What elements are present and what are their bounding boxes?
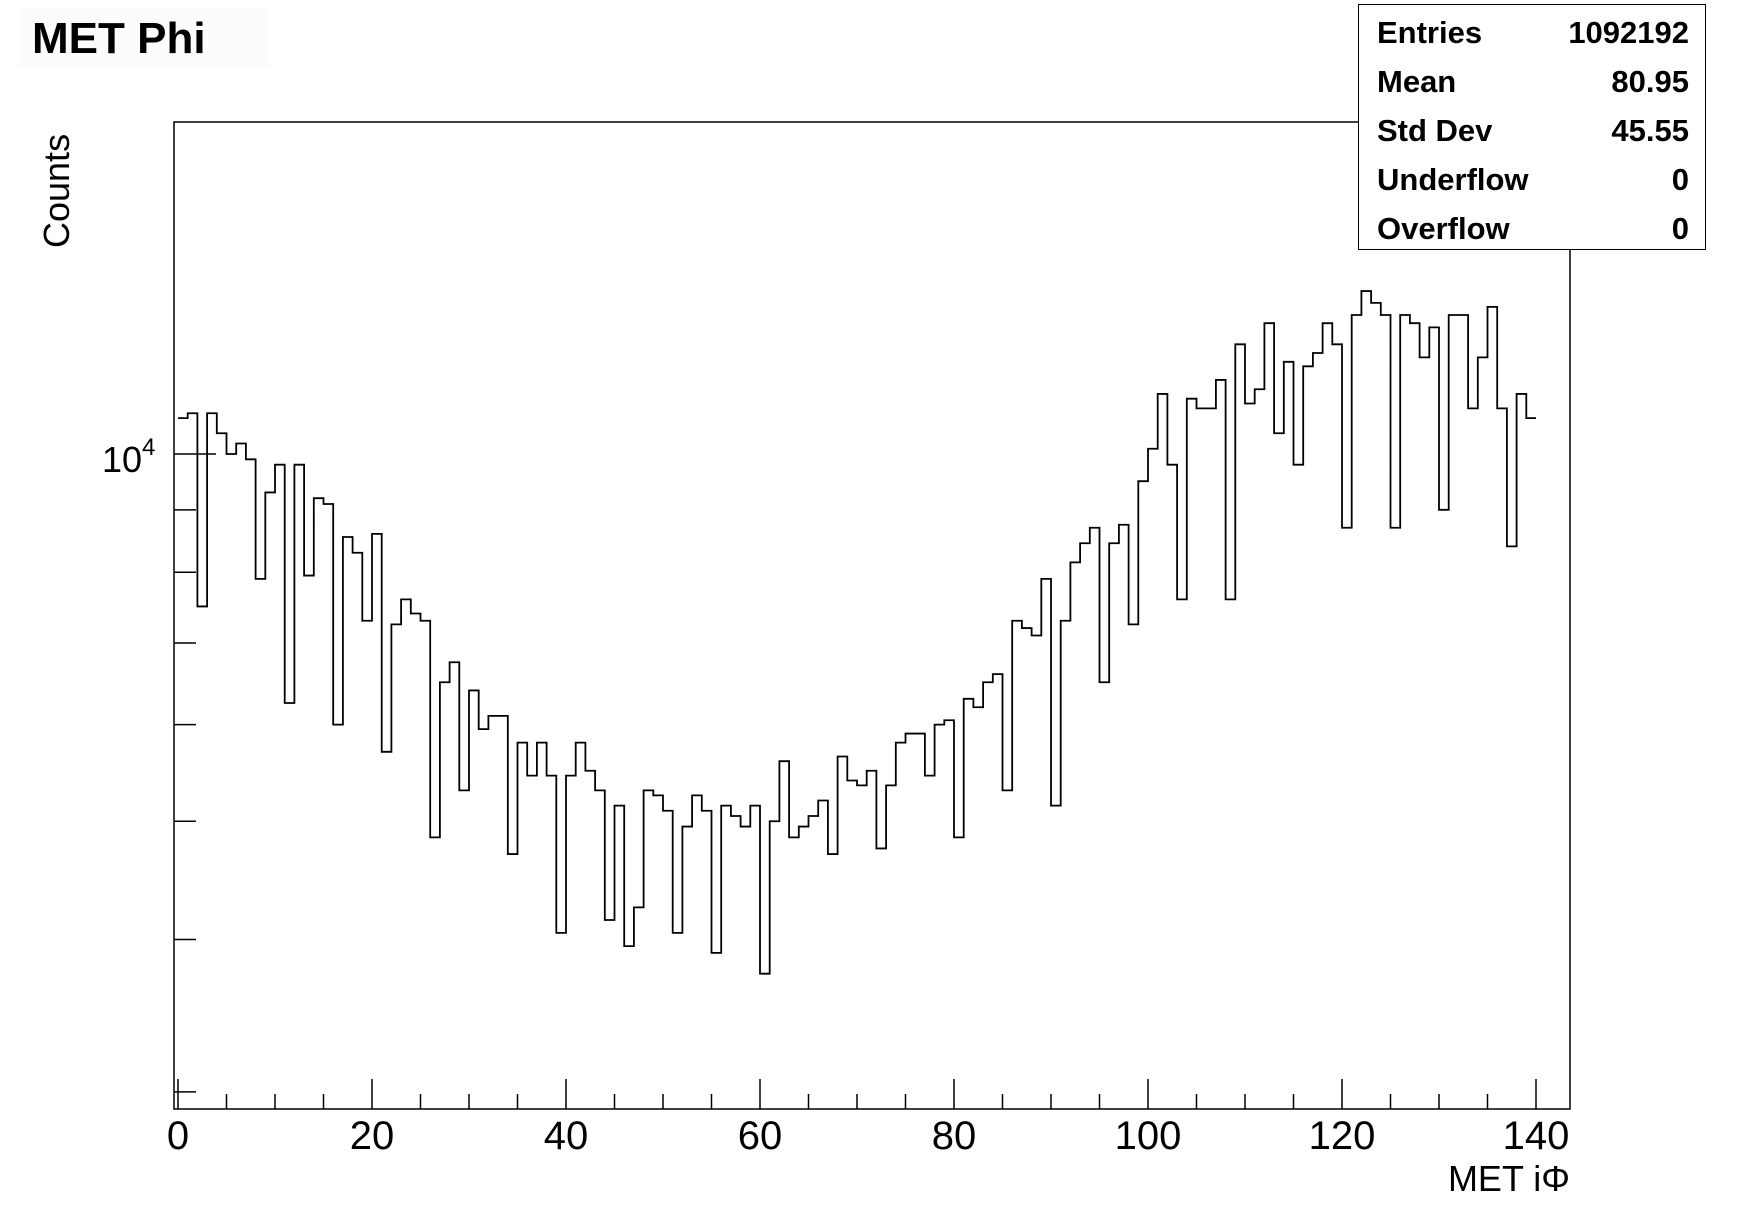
stats-label: Std Dev [1377,113,1493,148]
x-tick-label: 80 [931,1114,977,1158]
y-tick-base: 10 [102,439,143,480]
title-box [18,8,270,68]
chart-title: MET Phi [32,14,206,63]
stats-label: Overflow [1377,211,1510,246]
stats-row-underflow: Underflow 0 [1377,162,1689,202]
y-axis-title: Counts [36,133,77,248]
stats-value: 45.55 [1611,113,1689,148]
stats-value: 0 [1671,162,1689,197]
x-tick-label: 100 [1114,1114,1182,1158]
x-tick-label: 120 [1308,1114,1376,1158]
histogram-line [178,290,1536,975]
stats-row-entries: Entries 1092192 [1377,15,1689,55]
stats-row-std-dev: Std Dev 45.55 [1377,113,1689,153]
stats-label: Mean [1377,64,1457,99]
stats-value: 1092192 [1568,15,1689,50]
y-tick-label: 104 [102,434,155,481]
stats-label: Underflow [1377,162,1529,197]
x-axis-title: MET iΦ [1447,1158,1570,1199]
stats-row-mean: Mean 80.95 [1377,64,1689,104]
stats-row-overflow: Overflow 0 [1377,211,1689,251]
x-tick-label: 60 [737,1114,783,1158]
stats-value: 0 [1671,211,1689,246]
plot-frame [173,121,1571,1110]
stats-label: Entries [1377,15,1483,50]
x-tick-label: 20 [349,1114,395,1158]
y-tick-exponent: 4 [142,434,156,461]
x-tick-label: 0 [166,1114,190,1158]
stats-box: Entries 1092192 Mean 80.95 Std Dev 45.55… [1358,4,1706,250]
stats-value: 80.95 [1611,64,1689,99]
x-tick-label: 140 [1502,1114,1570,1158]
x-tick-label: 40 [543,1114,589,1158]
